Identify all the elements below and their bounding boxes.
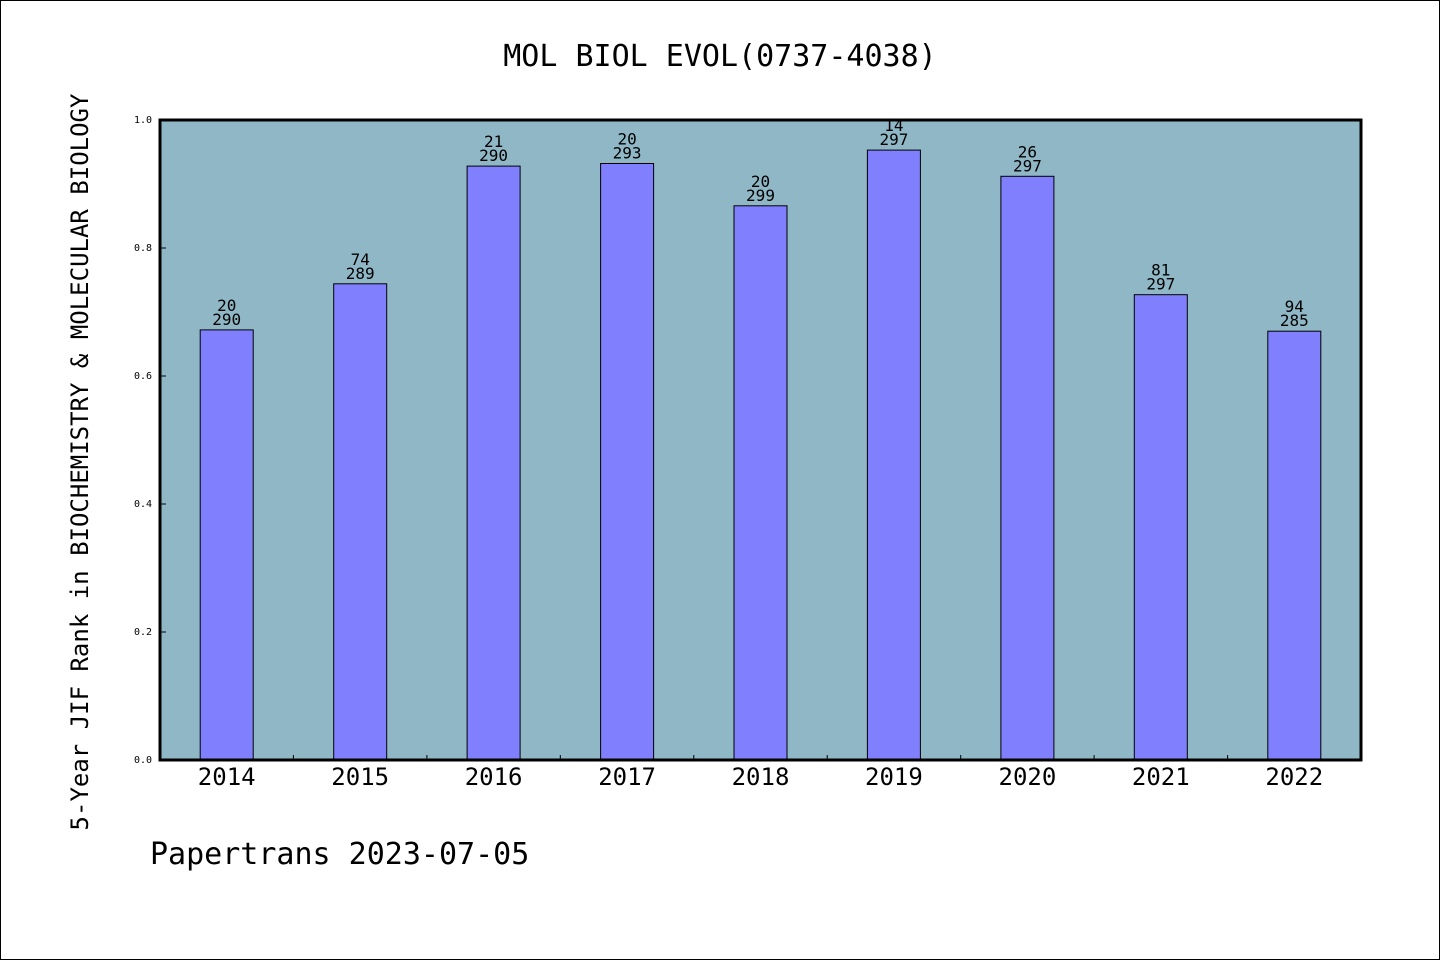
- bar-2015: [333, 283, 388, 761]
- bar-rank-label-2020: 26: [1018, 142, 1037, 161]
- y-tick-label-0.6: 0.6: [134, 371, 152, 382]
- bar-total-label-2019: 297: [879, 130, 908, 149]
- bar-2016: [466, 165, 521, 761]
- bar-2017: [600, 163, 655, 761]
- footer-text: Papertrans 2023-07-05: [150, 837, 529, 872]
- bar-2022: [1267, 330, 1322, 761]
- bar-total-label-2021: 297: [1146, 275, 1175, 294]
- bar-rank-label-2016: 21: [484, 132, 503, 151]
- x-tick-label-2021: 2021: [1132, 763, 1190, 791]
- plot-border: [158, 118, 1363, 762]
- y-axis-label: 5-Year JIF Rank in BIOCHEMISTRY & MOLECU…: [66, 93, 94, 830]
- bars-group: 2029074289212902029320299142972629781297…: [199, 116, 1322, 761]
- bar-total-label-2017: 293: [613, 144, 642, 163]
- x-ticks-group: 2014 2015 2016 2017 2018 2019 2020 2021 2022: [198, 755, 1323, 791]
- x-tick-label-2019: 2019: [865, 763, 923, 791]
- x-tick-label-2014: 2014: [198, 763, 256, 791]
- y-tick-label-0.0: 0.0: [134, 755, 152, 766]
- bar-total-label-2014: 290: [212, 310, 241, 329]
- bar-rank-label-2015: 74: [351, 250, 370, 269]
- bar-2018: [733, 205, 788, 761]
- bar-total-label-2020: 297: [1013, 156, 1042, 175]
- x-tick-label-2020: 2020: [999, 763, 1057, 791]
- bar-total-label-2016: 290: [479, 146, 508, 165]
- y-tick-label-0.2: 0.2: [134, 627, 152, 638]
- bar-rank-label-2014: 20: [217, 296, 236, 315]
- chart-title: MOL BIOL EVOL(0737-4038): [503, 39, 936, 74]
- bar-total-label-2018: 299: [746, 186, 775, 205]
- bar-2019: [866, 149, 921, 761]
- bar-2014: [199, 329, 254, 761]
- bar-2020: [1000, 175, 1055, 761]
- bar-total-label-2022: 285: [1280, 311, 1309, 330]
- bar-rank-label-2018: 20: [751, 172, 770, 191]
- x-tick-label-2017: 2017: [598, 763, 656, 791]
- x-tick-label-2016: 2016: [465, 763, 523, 791]
- bar-rank-label-2021: 81: [1151, 261, 1170, 280]
- bar-total-label-2015: 289: [346, 264, 375, 283]
- bar-rank-label-2017: 20: [617, 130, 636, 149]
- x-tick-label-2015: 2015: [331, 763, 389, 791]
- bar-2021: [1133, 294, 1188, 761]
- x-tick-label-2022: 2022: [1265, 763, 1323, 791]
- y-tick-label-1.0: 1.0: [134, 115, 152, 126]
- x-tick-label-2018: 2018: [732, 763, 790, 791]
- y-tick-label-0.4: 0.4: [134, 499, 152, 510]
- bar-rank-label-2022: 94: [1285, 297, 1304, 316]
- y-tick-label-0.8: 0.8: [134, 243, 152, 254]
